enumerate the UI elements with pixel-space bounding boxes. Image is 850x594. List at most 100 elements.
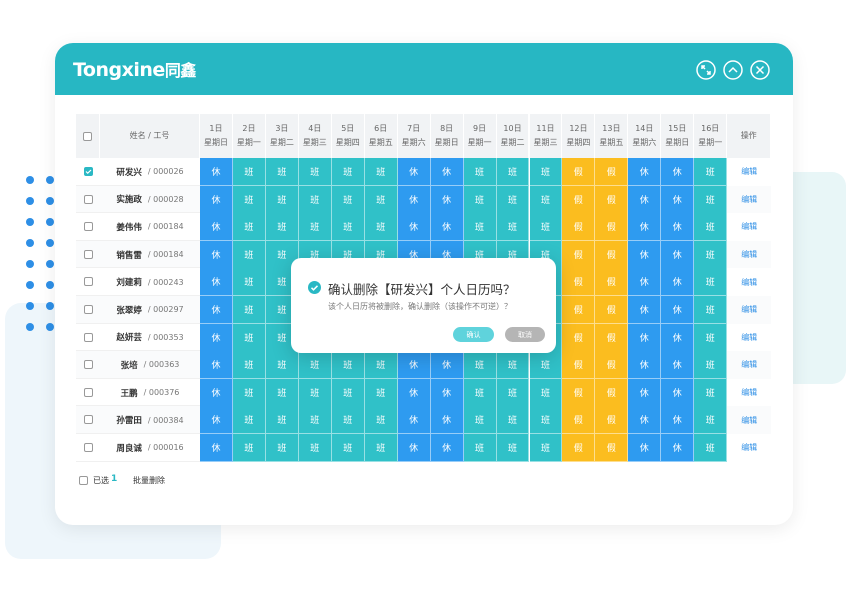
day-cell[interactable]: 班 [463, 351, 497, 380]
close-button[interactable] [750, 60, 770, 80]
day-cell[interactable]: 班 [496, 406, 530, 435]
day-cell[interactable]: 休 [628, 158, 662, 187]
checkbox[interactable] [84, 305, 93, 314]
day-cell[interactable]: 班 [694, 434, 728, 463]
day-cell[interactable]: 班 [232, 268, 266, 297]
day-cell[interactable]: 假 [595, 158, 629, 187]
day-cell[interactable]: 休 [200, 378, 233, 407]
checkbox[interactable] [84, 222, 93, 232]
day-cell[interactable]: 班 [529, 158, 563, 187]
checkbox[interactable] [79, 475, 88, 485]
day-cell[interactable]: 班 [463, 406, 497, 435]
day-cell[interactable]: 班 [265, 185, 299, 214]
day-cell[interactable]: 班 [529, 185, 563, 214]
day-cell[interactable]: 班 [694, 378, 728, 407]
day-cell[interactable]: 班 [694, 296, 728, 325]
day-cell[interactable]: 班 [694, 213, 728, 242]
day-cell[interactable]: 假 [562, 268, 596, 297]
day-cell[interactable]: 休 [430, 406, 464, 435]
edit-link[interactable]: 编辑 [727, 378, 772, 407]
day-cell[interactable]: 班 [265, 378, 299, 407]
day-cell[interactable]: 班 [232, 434, 266, 463]
day-cell[interactable]: 休 [661, 213, 695, 242]
day-cell[interactable]: 休 [200, 351, 233, 380]
day-cell[interactable]: 休 [628, 378, 662, 407]
day-cell[interactable]: 休 [628, 213, 662, 242]
day-cell[interactable]: 班 [298, 158, 332, 187]
day-cell[interactable]: 休 [628, 351, 662, 380]
day-cell[interactable]: 休 [397, 378, 431, 407]
day-cell[interactable]: 班 [364, 158, 398, 187]
day-cell[interactable]: 班 [265, 351, 299, 380]
expand-button[interactable] [696, 60, 716, 80]
day-cell[interactable]: 班 [529, 213, 563, 242]
checkbox[interactable] [84, 360, 93, 370]
day-cell[interactable]: 休 [628, 323, 662, 352]
day-cell[interactable]: 休 [430, 213, 464, 242]
day-cell[interactable]: 休 [200, 240, 233, 269]
day-cell[interactable]: 班 [232, 406, 266, 435]
day-cell[interactable]: 班 [265, 158, 299, 187]
checkbox[interactable] [83, 131, 92, 141]
day-cell[interactable]: 假 [562, 158, 596, 187]
day-cell[interactable]: 班 [496, 213, 530, 242]
day-cell[interactable]: 班 [463, 185, 497, 214]
checkbox[interactable] [84, 443, 93, 452]
day-cell[interactable]: 班 [694, 406, 728, 435]
day-cell[interactable]: 班 [265, 213, 299, 242]
day-cell[interactable]: 班 [331, 351, 365, 380]
day-cell[interactable]: 班 [694, 323, 728, 352]
day-cell[interactable]: 休 [628, 240, 662, 269]
day-cell[interactable]: 假 [562, 434, 596, 463]
edit-link[interactable]: 编辑 [727, 323, 772, 352]
checkbox[interactable] [84, 415, 93, 425]
day-cell[interactable]: 班 [529, 378, 563, 407]
day-cell[interactable]: 班 [463, 434, 497, 463]
day-cell[interactable]: 休 [628, 296, 662, 325]
day-cell[interactable]: 班 [496, 158, 530, 187]
day-cell[interactable]: 休 [397, 213, 431, 242]
checkbox[interactable] [84, 194, 93, 204]
edit-link[interactable]: 编辑 [727, 240, 772, 269]
day-cell[interactable]: 班 [694, 185, 728, 214]
day-cell[interactable]: 休 [661, 268, 695, 297]
checkbox[interactable] [84, 277, 93, 287]
day-cell[interactable]: 休 [661, 158, 695, 187]
day-cell[interactable]: 班 [364, 406, 398, 435]
day-cell[interactable]: 班 [496, 378, 530, 407]
day-cell[interactable]: 班 [265, 434, 299, 463]
edit-link[interactable]: 编辑 [727, 158, 772, 186]
day-cell[interactable]: 休 [200, 323, 233, 352]
checkbox[interactable] [84, 387, 93, 397]
day-cell[interactable]: 班 [364, 213, 398, 242]
day-cell[interactable]: 班 [232, 351, 266, 380]
day-cell[interactable]: 班 [364, 378, 398, 407]
day-cell[interactable]: 班 [694, 268, 728, 297]
day-cell[interactable]: 班 [694, 351, 728, 380]
day-cell[interactable]: 休 [430, 158, 464, 187]
checkbox[interactable] [84, 332, 93, 342]
confirm-button[interactable]: 确认 [453, 327, 494, 342]
day-cell[interactable]: 班 [298, 378, 332, 407]
day-cell[interactable]: 班 [331, 158, 365, 187]
day-cell[interactable]: 休 [397, 185, 431, 214]
day-cell[interactable]: 班 [232, 323, 266, 352]
batch-delete[interactable]: 批量删除 [133, 475, 165, 485]
day-cell[interactable]: 班 [232, 213, 266, 242]
day-cell[interactable]: 假 [595, 296, 629, 325]
day-cell[interactable]: 班 [496, 185, 530, 214]
day-cell[interactable]: 假 [595, 434, 629, 463]
edit-link[interactable]: 编辑 [727, 351, 772, 379]
day-cell[interactable]: 班 [463, 158, 497, 187]
day-cell[interactable]: 休 [628, 185, 662, 214]
day-cell[interactable]: 班 [463, 378, 497, 407]
day-cell[interactable]: 班 [331, 185, 365, 214]
collapse-button[interactable] [723, 60, 743, 80]
day-cell[interactable]: 休 [661, 378, 695, 407]
day-cell[interactable]: 休 [397, 434, 431, 463]
day-cell[interactable]: 班 [496, 434, 530, 463]
edit-link[interactable]: 编辑 [727, 213, 772, 241]
day-cell[interactable]: 假 [595, 185, 629, 214]
day-cell[interactable]: 休 [661, 323, 695, 352]
day-cell[interactable]: 休 [430, 434, 464, 463]
